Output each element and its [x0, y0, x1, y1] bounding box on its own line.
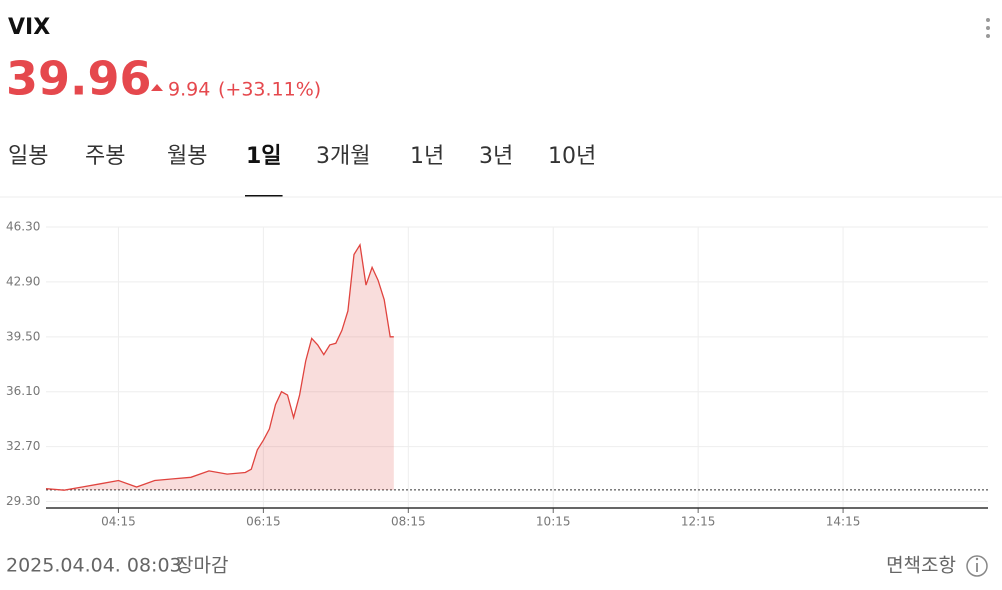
x-tick-label: 12:15 — [681, 515, 716, 529]
y-tick-label: 46.30 — [6, 220, 40, 234]
tab[interactable]: 1년 — [410, 144, 444, 169]
dot — [986, 26, 990, 30]
y-tick-label: 32.70 — [6, 439, 40, 453]
disclaimer[interactable]: 면책조항 — [886, 555, 956, 577]
market-status: 장마감 — [176, 555, 228, 577]
info-icon[interactable] — [966, 555, 988, 577]
price-line — [45, 242, 394, 491]
up-arrow — [151, 84, 163, 91]
tab[interactable]: 3개월 — [316, 144, 370, 169]
y-tick-label: 42.90 — [6, 274, 40, 288]
x-tick-label: 04:15 — [101, 515, 136, 529]
x-tick-label: 06:15 — [246, 515, 281, 529]
tab[interactable]: 일봉 — [8, 144, 48, 169]
price: 39.96 — [6, 52, 152, 106]
info-circle — [966, 555, 988, 577]
symbol: VIX — [8, 15, 50, 40]
tab[interactable]: 주봉 — [85, 144, 125, 169]
tab[interactable]: 월봉 — [167, 144, 207, 169]
tab[interactable]: 10년 — [548, 144, 596, 169]
area-fill — [46, 244, 394, 491]
y-tick-label: 36.10 — [6, 384, 40, 398]
dot — [986, 18, 990, 22]
change: 9.94 — [168, 79, 210, 101]
timestamp: 2025.04.04. 08:03 — [6, 555, 182, 577]
dot — [986, 34, 990, 38]
menu-icon[interactable] — [986, 18, 990, 38]
tab[interactable]: 1일 — [246, 144, 282, 169]
chart: 46.30 42.90 39.50 36.10 32.70 29.30 04:15 06:15… — [6, 220, 988, 529]
tab[interactable]: 3년 — [479, 144, 513, 169]
x-tick-label: 10:15 — [536, 515, 571, 529]
tabs: 일봉 주봉 월봉 1일 3개월 1년 3년 10년 — [8, 144, 596, 197]
x-tick-label: 08:15 — [391, 515, 426, 529]
change-pct: (+33.11%) — [218, 79, 321, 101]
y-tick-label: 39.50 — [6, 329, 40, 343]
y-tick-label: 29.30 — [6, 494, 40, 508]
x-tick-label: 14:15 — [826, 515, 861, 529]
info-dot — [975, 557, 979, 561]
